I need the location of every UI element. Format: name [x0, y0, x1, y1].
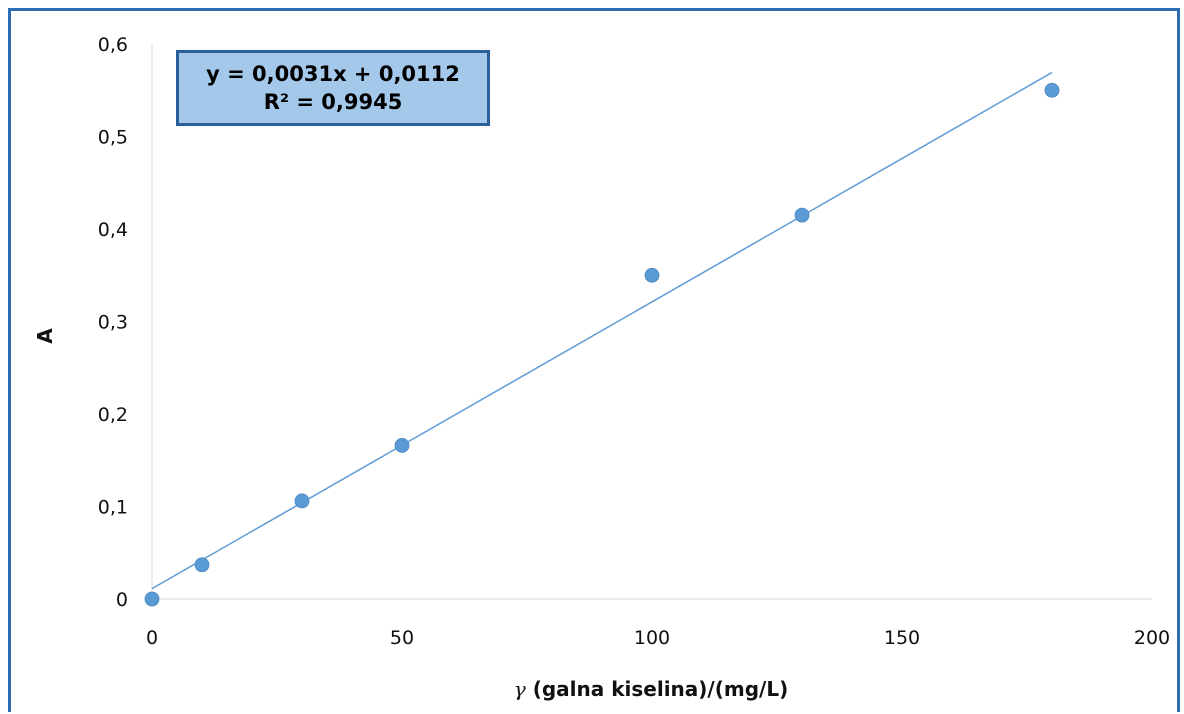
- data-point: [794, 207, 810, 223]
- y-tick-label: 0: [116, 589, 128, 611]
- x-axis-title-symbol: γ: [514, 677, 526, 701]
- x-tick-label: 50: [390, 627, 414, 649]
- trendline-layer: [151, 71, 1053, 590]
- y-tick-label: 0,1: [98, 497, 128, 519]
- data-point: [194, 557, 210, 573]
- data-point: [144, 591, 160, 607]
- data-point: [294, 493, 310, 509]
- axes-layer: [151, 44, 1152, 600]
- data-point: [1044, 82, 1060, 98]
- points-layer: [144, 82, 1060, 607]
- x-tick-label: 100: [634, 627, 670, 649]
- labels-layer: 0 0,1 0,2 0,3 0,4 0,5 0,6 0 50 100 150 200: [98, 34, 1170, 649]
- y-axis-title: A: [33, 328, 57, 344]
- trendline-equation-box: y = 0,0031x + 0,0112 R² = 0,9945: [176, 50, 490, 126]
- data-point: [644, 267, 660, 283]
- y-tick-label: 0,2: [98, 404, 128, 426]
- y-tick-label: 0,5: [98, 127, 128, 149]
- y-tick-label: 0,3: [98, 312, 128, 334]
- x-tick-label: 150: [884, 627, 920, 649]
- r-squared-label: R² = 0,9945: [263, 90, 403, 114]
- trendline-equation: y = 0,0031x + 0,0112: [206, 62, 460, 86]
- y-tick-label: 0,6: [98, 34, 128, 56]
- x-axis-title: γ (galna kiselina)/(mg/L): [514, 677, 788, 701]
- trendline: [151, 71, 1053, 590]
- x-axis-title-text: (galna kiselina)/(mg/L): [533, 677, 789, 701]
- x-tick-label: 0: [146, 627, 158, 649]
- y-tick-label: 0,4: [98, 219, 128, 241]
- x-tick-label: 200: [1134, 627, 1170, 649]
- data-point: [394, 438, 410, 453]
